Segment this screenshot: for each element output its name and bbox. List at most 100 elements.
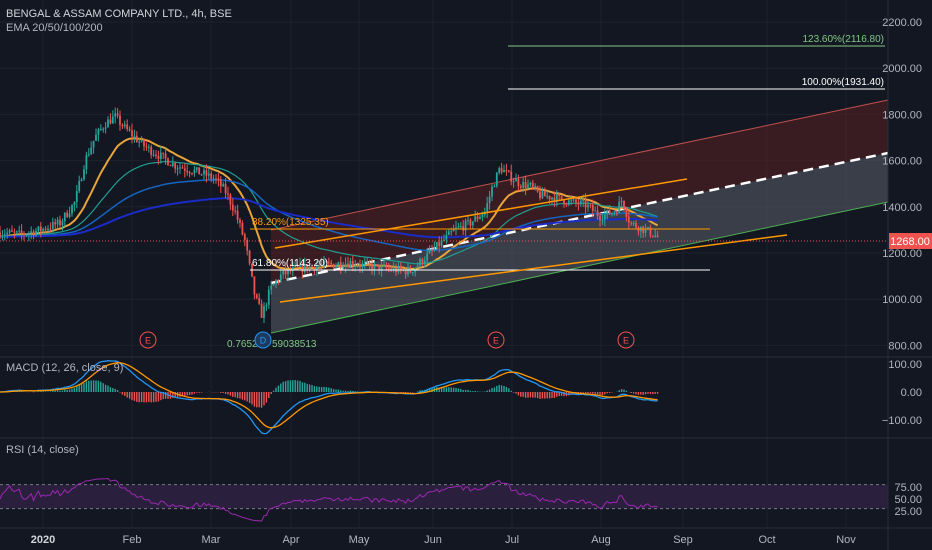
macd-tick-label: 0.00 bbox=[901, 387, 922, 399]
channel-median-line bbox=[270, 151, 889, 285]
ema-100-line bbox=[0, 179, 658, 252]
candle-body bbox=[344, 263, 347, 268]
rsi-pane[interactable] bbox=[0, 477, 888, 522]
fib-extension[interactable]: 123.60%(2116.80) 100.00%(1931.40) 38.20%(1… bbox=[227, 34, 885, 350]
price-axis[interactable]: 2200.00 2000.00 1800.00 1600.00 1400.00 1200.… bbox=[882, 17, 922, 352]
candle-body bbox=[20, 230, 23, 234]
earnings-marker-label: E bbox=[145, 336, 151, 346]
trend-lines[interactable] bbox=[274, 178, 788, 303]
candle-body bbox=[152, 154, 155, 156]
candle-body bbox=[498, 168, 501, 173]
macd-tick-label: 100.00 bbox=[888, 359, 922, 371]
candle-body bbox=[330, 262, 333, 264]
time-tick-label: Feb bbox=[123, 534, 142, 546]
macd-tick-label: −100.00 bbox=[882, 415, 922, 427]
candle-body bbox=[620, 201, 623, 203]
candle-body bbox=[462, 226, 465, 231]
candle-body bbox=[35, 230, 37, 236]
candle-body bbox=[303, 264, 306, 272]
candle-body bbox=[481, 214, 484, 217]
candle-body bbox=[335, 265, 337, 268]
candle-body bbox=[551, 197, 553, 200]
macd-axis[interactable]: 100.00 0.00 −100.00 bbox=[882, 359, 922, 427]
candle-body bbox=[241, 222, 244, 235]
candle-body bbox=[378, 264, 381, 271]
candle-body bbox=[191, 173, 193, 175]
candle-body bbox=[486, 203, 489, 212]
candle-body bbox=[534, 186, 537, 188]
candle-body bbox=[507, 170, 510, 172]
candle-body bbox=[529, 182, 532, 185]
price-tick-label: 2000.00 bbox=[882, 63, 922, 75]
candle-body bbox=[575, 199, 577, 203]
time-tick-label: Sep bbox=[673, 534, 693, 546]
candle-body bbox=[42, 228, 45, 232]
candle-body bbox=[531, 182, 534, 187]
candle-body bbox=[25, 234, 28, 236]
trend-line-upper bbox=[274, 178, 688, 249]
candle-body bbox=[231, 204, 234, 211]
candle-body bbox=[188, 172, 191, 174]
candle-body bbox=[623, 201, 625, 210]
candle-body bbox=[205, 170, 208, 176]
candle-body bbox=[426, 253, 429, 261]
candle-body bbox=[479, 216, 481, 219]
fib-level-label: 0.7652 bbox=[227, 339, 258, 350]
candle-body bbox=[236, 210, 239, 220]
candle-body bbox=[373, 264, 376, 271]
candle-body bbox=[116, 113, 119, 116]
candle-body bbox=[522, 181, 525, 188]
time-tick-label: Nov bbox=[836, 534, 856, 546]
candle-body bbox=[349, 261, 352, 267]
symbol-legend[interactable]: BENGAL & ASSAM COMPANY LTD., 4h, BSE bbox=[6, 8, 232, 20]
candle-body bbox=[308, 266, 311, 271]
candle-body bbox=[375, 264, 378, 266]
candle-body bbox=[126, 124, 129, 130]
candle-body bbox=[282, 270, 285, 275]
candle-body bbox=[457, 226, 460, 228]
candle-body bbox=[647, 227, 649, 229]
candle-body bbox=[541, 191, 544, 199]
ema-legend[interactable]: EMA 20/50/100/200 bbox=[6, 22, 103, 34]
price-pane[interactable]: 123.60%(2116.80) 100.00%(1931.40) 38.20%(1… bbox=[0, 34, 889, 350]
candle-body bbox=[277, 280, 280, 282]
candle-body bbox=[200, 174, 203, 176]
price-tick-label: 1800.00 bbox=[882, 109, 922, 121]
candle-body bbox=[11, 230, 13, 232]
rsi-legend[interactable]: RSI (14, close) bbox=[6, 444, 79, 456]
macd-pane[interactable] bbox=[0, 360, 659, 435]
candle-body bbox=[121, 124, 124, 127]
candle-body bbox=[167, 158, 169, 166]
candle-body bbox=[397, 266, 400, 273]
candle-body bbox=[83, 169, 85, 180]
candle-body bbox=[325, 260, 328, 263]
candle-body bbox=[68, 213, 71, 217]
candle-body bbox=[54, 222, 57, 225]
candle-body bbox=[399, 266, 402, 270]
candle-body bbox=[656, 235, 659, 237]
candle-body bbox=[435, 242, 438, 249]
candle-body bbox=[649, 227, 652, 236]
macd-legend[interactable]: MACD (12, 26, close, 9) bbox=[6, 362, 124, 374]
time-tick-label: Oct bbox=[758, 534, 775, 546]
candle-body bbox=[255, 294, 258, 298]
candle-body bbox=[80, 179, 83, 181]
candle-body bbox=[299, 264, 301, 267]
candle-body bbox=[135, 135, 138, 142]
candle-body bbox=[476, 216, 479, 219]
candle-body bbox=[15, 231, 18, 233]
candle-body bbox=[229, 194, 232, 205]
candle-body bbox=[431, 249, 433, 251]
time-axis[interactable]: 2020 Feb Mar Apr May Jun Jul Aug Sep Oct Nov bbox=[31, 534, 857, 546]
candle-body bbox=[147, 146, 150, 148]
candle-body bbox=[92, 140, 95, 148]
price-tick-label: 1000.00 bbox=[882, 294, 922, 306]
regression-channel[interactable] bbox=[270, 99, 889, 334]
candle-body bbox=[543, 191, 546, 197]
ema-50-line bbox=[0, 160, 658, 265]
candle-body bbox=[603, 214, 606, 220]
event-markers[interactable]: E E ED bbox=[139, 331, 635, 349]
candle-body bbox=[215, 178, 217, 180]
